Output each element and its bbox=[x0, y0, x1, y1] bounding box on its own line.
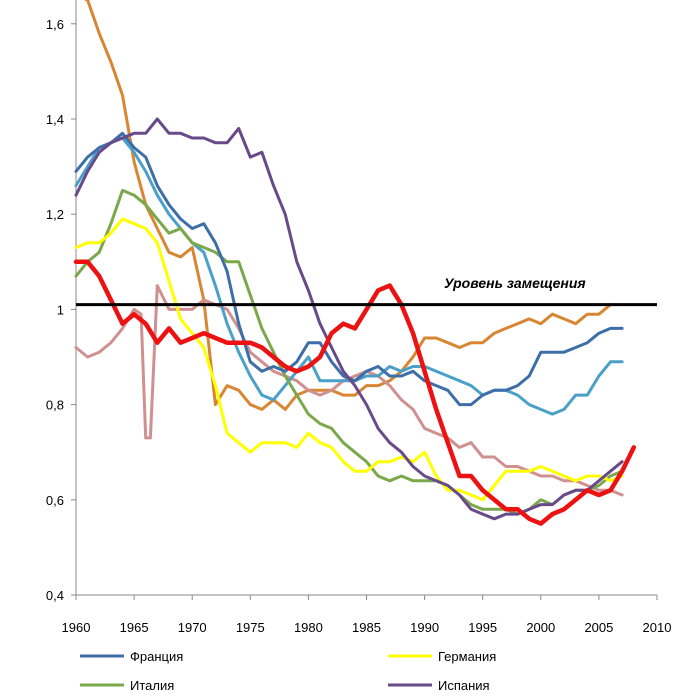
x-tick-label: 2010 bbox=[643, 620, 672, 635]
y-tick-label: 0,8 bbox=[46, 398, 64, 413]
y-axis: 0,4 0,6 0,8 1 1,2 1,4 1,6 bbox=[46, 0, 77, 603]
x-tick-label: 1960 bbox=[62, 620, 91, 635]
series-lines bbox=[73, 0, 637, 526]
series-line-7 bbox=[73, 259, 637, 526]
legend: Франция Германия Италия Испания bbox=[80, 649, 496, 693]
legend-label: Италия bbox=[130, 678, 174, 693]
series-line-1 bbox=[74, 217, 624, 502]
y-tick-label: 1,6 bbox=[46, 17, 64, 32]
y-tick-label: 1,4 bbox=[46, 112, 64, 127]
series-line-0 bbox=[74, 131, 624, 407]
x-tick-label: 2005 bbox=[584, 620, 613, 635]
x-axis: 1960 1965 1970 1975 1980 1985 1990 1995 2000 2005… bbox=[62, 594, 672, 635]
x-tick-label: 1965 bbox=[120, 620, 149, 635]
legend-label: Испания bbox=[438, 678, 490, 693]
series-line-6 bbox=[74, 284, 624, 497]
x-tick-label: 1980 bbox=[294, 620, 323, 635]
x-tick-label: 2000 bbox=[526, 620, 555, 635]
replacement-level-label: Уровень замещения bbox=[444, 275, 586, 291]
x-tick-label: 1970 bbox=[178, 620, 207, 635]
y-tick-label: 0,6 bbox=[46, 493, 64, 508]
y-tick-label: 1,2 bbox=[46, 207, 64, 222]
series-line-4 bbox=[83, 0, 612, 411]
y-tick-label: 1 bbox=[57, 302, 64, 317]
x-tick-label: 1985 bbox=[352, 620, 381, 635]
x-tick-label: 1975 bbox=[236, 620, 265, 635]
x-tick-label: 1995 bbox=[468, 620, 497, 635]
series-line-3 bbox=[74, 117, 624, 521]
x-tick-label: 1990 bbox=[410, 620, 439, 635]
y-tick-label: 0,4 bbox=[46, 588, 64, 603]
legend-label: Франция bbox=[130, 649, 183, 664]
legend-label: Германия bbox=[438, 649, 496, 664]
